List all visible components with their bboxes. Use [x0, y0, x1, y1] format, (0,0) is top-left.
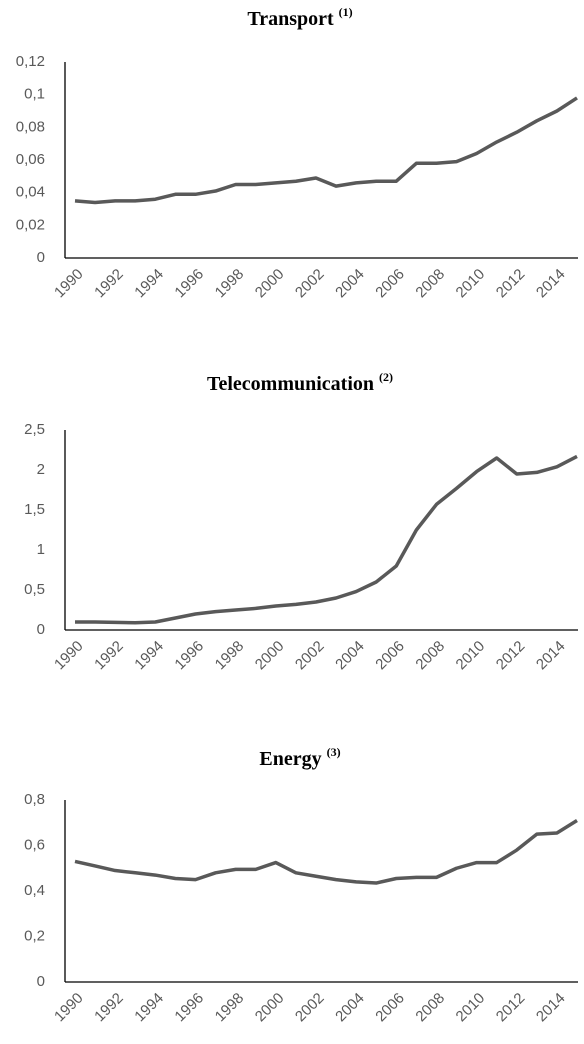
x-tick-label: 1992 [91, 266, 127, 302]
x-tick-label: 1994 [131, 990, 167, 1026]
y-tick-label: 0,4 [24, 882, 45, 899]
x-tick-label: 2000 [252, 638, 288, 674]
x-tick-label: 2002 [292, 990, 328, 1026]
x-tick-label: 1996 [171, 266, 207, 302]
x-tick-label: 1996 [171, 638, 207, 674]
x-tick-label: 1990 [51, 638, 87, 674]
x-tick-label: 1994 [131, 266, 167, 302]
chart-title: Telecommunication (2) [207, 370, 393, 395]
y-tick-label: 0,06 [16, 151, 45, 168]
x-tick-label: 1996 [171, 990, 207, 1026]
y-tick-label: 0,5 [24, 581, 45, 598]
x-tick-label: 1992 [91, 638, 127, 674]
y-tick-label: 2 [37, 461, 45, 478]
x-tick-label: 1990 [51, 990, 87, 1026]
y-tick-label: 0,2 [24, 927, 45, 944]
x-tick-label: 2010 [453, 638, 489, 674]
y-tick-label: 0,02 [16, 216, 45, 233]
x-tick-label: 1998 [212, 990, 248, 1026]
x-tick-label: 2010 [453, 266, 489, 302]
y-tick-label: 0,8 [24, 791, 45, 808]
x-tick-label: 2008 [412, 990, 448, 1026]
data-line [74, 818, 578, 885]
x-tick-label: 2004 [332, 638, 368, 674]
x-tick-label: 2006 [372, 638, 408, 674]
x-tick-label: 2012 [493, 990, 529, 1026]
x-tick-label: 2014 [533, 266, 569, 302]
title-text: Telecommunication [207, 373, 374, 395]
title-note: (2) [379, 370, 393, 384]
x-tick-label: 2012 [493, 266, 529, 302]
x-tick-label: 2000 [252, 990, 288, 1026]
x-tick-label: 2008 [412, 638, 448, 674]
x-tick-label: 1994 [131, 638, 167, 674]
y-tick-label: 0,6 [24, 836, 45, 853]
y-tick-label: 2,5 [24, 421, 45, 438]
y-tick-label: 0 [37, 973, 45, 990]
title-note: (1) [339, 5, 353, 19]
y-tick-label: 1,5 [24, 501, 45, 518]
x-tick-label: 2000 [252, 266, 288, 302]
x-tick-label: 2014 [533, 990, 569, 1026]
x-tick-label: 2008 [412, 266, 448, 302]
y-tick-label: 0,04 [16, 184, 45, 201]
y-tick-label: 0,08 [16, 118, 45, 135]
data-line [75, 454, 578, 625]
y-tick-label: 0 [37, 621, 45, 638]
y-tick-label: 0,1 [24, 86, 45, 103]
chart-title: Transport (1) [247, 5, 352, 30]
x-tick-label: 1992 [91, 990, 127, 1026]
data-line [74, 96, 578, 205]
x-tick-label: 1998 [212, 266, 248, 302]
y-tick-label: 1 [37, 541, 45, 558]
title-text: Transport [247, 8, 334, 30]
x-tick-label: 2014 [533, 638, 569, 674]
x-tick-label: 2002 [292, 266, 328, 302]
chart-title: Energy (3) [259, 745, 340, 770]
x-tick-label: 2010 [453, 990, 489, 1026]
y-tick-label: 0,12 [16, 53, 45, 70]
x-tick-label: 1998 [212, 638, 248, 674]
title-text: Energy [259, 748, 321, 770]
y-tick-label: 0 [37, 249, 45, 266]
x-tick-label: 2004 [332, 990, 368, 1026]
x-tick-label: 2006 [372, 990, 408, 1026]
x-tick-label: 2006 [372, 266, 408, 302]
x-tick-label: 2004 [332, 266, 368, 302]
x-tick-label: 2002 [292, 638, 328, 674]
x-tick-label: 2012 [493, 638, 529, 674]
x-tick-label: 1990 [51, 266, 87, 302]
title-note: (3) [327, 745, 341, 759]
